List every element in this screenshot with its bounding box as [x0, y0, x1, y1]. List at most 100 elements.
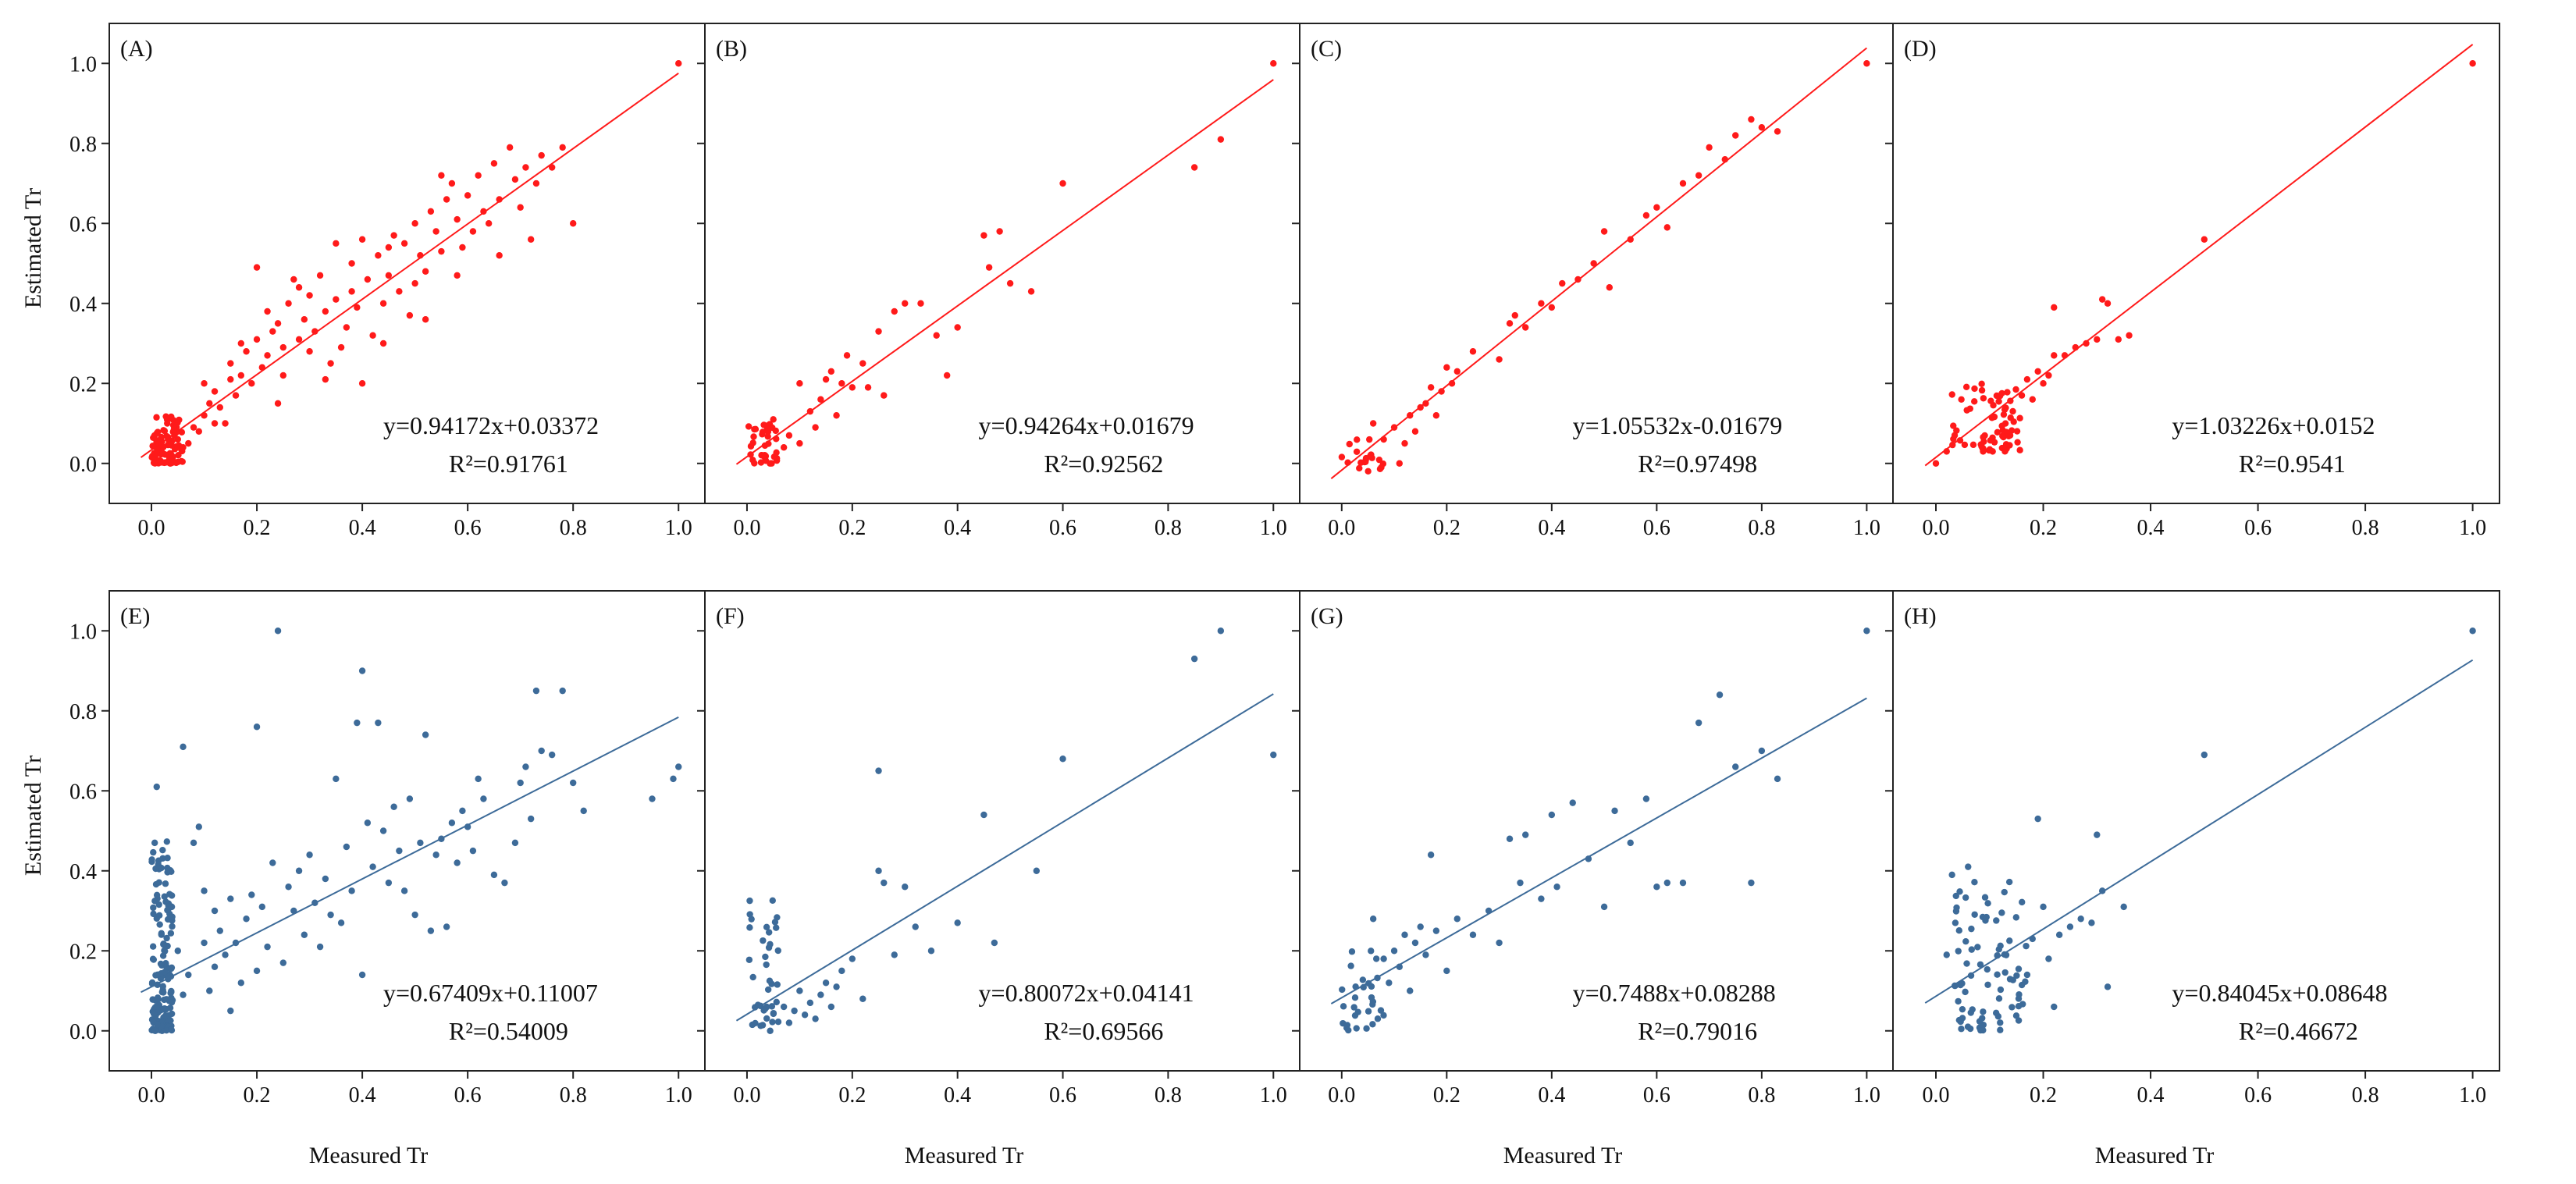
data-point	[1485, 907, 1493, 915]
data-point	[150, 1010, 158, 1017]
data-point	[1642, 795, 1650, 802]
x-tick-label: 0.2	[1433, 516, 1461, 540]
x-tick-label: 1.0	[1853, 1083, 1880, 1108]
data-point	[1980, 445, 1987, 452]
data-point	[1338, 453, 1346, 460]
data-point	[443, 923, 450, 930]
x-tick-label: 0.4	[1538, 516, 1565, 540]
data-point	[770, 1009, 777, 1017]
data-point	[875, 328, 882, 335]
data-point	[1990, 402, 1997, 409]
data-point	[1993, 917, 2000, 924]
data-points	[1369, 60, 1870, 467]
data-point	[1059, 756, 1066, 763]
data-point	[749, 457, 756, 464]
data-point	[759, 431, 766, 438]
data-point	[2013, 428, 2021, 435]
data-point	[279, 343, 287, 351]
data-point	[358, 236, 366, 243]
data-point	[812, 1015, 819, 1022]
data-point	[2016, 446, 2023, 453]
data-point	[2115, 336, 2122, 343]
data-point	[774, 947, 781, 955]
data-point	[1732, 763, 1739, 770]
data-point	[881, 879, 888, 887]
data-point	[161, 969, 169, 976]
x-tick-label: 0.2	[244, 1083, 271, 1108]
data-point	[2072, 343, 2079, 351]
data-point	[1443, 967, 1450, 975]
data-point	[327, 360, 334, 367]
data-point	[422, 268, 429, 275]
data-point	[454, 272, 461, 279]
data-point	[765, 929, 773, 936]
data-point	[770, 416, 777, 423]
data-point	[759, 1022, 767, 1029]
data-point	[443, 196, 450, 203]
point-cluster	[1338, 436, 1387, 475]
panel-g: 0.0 0.2 0.4 0.6 0.8 1.0 (G) y=0.7488x+0.08288 R²…	[1292, 590, 1894, 1108]
data-point	[2126, 332, 2133, 339]
data-point	[1369, 420, 1377, 427]
data-point	[306, 852, 313, 859]
data-point	[211, 388, 219, 395]
data-point	[785, 1019, 793, 1026]
x-tick-label: 0.6	[2244, 516, 2272, 540]
data-point	[385, 244, 393, 251]
data-point	[1368, 948, 1375, 955]
data-point	[881, 392, 888, 399]
data-point	[201, 412, 208, 419]
data-point	[750, 433, 757, 440]
data-point	[2015, 995, 2023, 1002]
data-point	[791, 1007, 798, 1015]
data-point	[891, 308, 898, 315]
data-point	[364, 276, 372, 283]
data-point	[1600, 228, 1608, 235]
panel-label: (D)	[1904, 36, 1937, 62]
panel-e: 0.0 0.2 0.4 0.6 0.8 1.0 0.0 0.2 0.4 0.6 0.8 1.0 (E) y…	[69, 590, 706, 1108]
data-point	[1368, 994, 1375, 1001]
data-point	[1411, 939, 1419, 947]
data-point	[156, 912, 163, 919]
data-point	[322, 308, 329, 315]
data-point	[354, 719, 361, 727]
data-point	[1396, 460, 1403, 467]
data-point	[767, 1027, 774, 1034]
data-point	[766, 977, 774, 984]
data-point	[1352, 983, 1359, 990]
data-point	[1863, 628, 1870, 635]
data-point	[1522, 324, 1529, 331]
data-point	[2077, 916, 2084, 923]
data-point	[153, 891, 161, 899]
data-point	[1380, 955, 1387, 962]
data-point	[148, 453, 156, 460]
data-point	[354, 304, 361, 311]
data-point	[165, 976, 172, 983]
regression-line	[1924, 44, 2474, 467]
regression-equation: y=1.05532x-0.01679	[1573, 411, 1783, 439]
data-point	[375, 252, 382, 259]
data-point	[396, 847, 403, 855]
data-point	[2001, 951, 2008, 958]
data-point	[322, 375, 329, 383]
data-point	[149, 943, 157, 950]
data-point	[1653, 884, 1660, 891]
regression-equation: y=0.84045x+0.08648	[2172, 979, 2387, 1007]
x-tick-label: 0.0	[733, 516, 760, 540]
data-point	[211, 963, 219, 970]
data-point	[1339, 986, 1346, 994]
data-point	[1469, 931, 1477, 938]
data-point	[180, 444, 187, 451]
data-point	[1955, 948, 1962, 955]
data-point	[348, 260, 355, 267]
x-tick-label: 0.0	[1328, 516, 1355, 540]
data-point	[559, 144, 566, 151]
data-point	[763, 923, 770, 931]
data-point	[2088, 919, 2095, 926]
panel-label: (G)	[1311, 603, 1343, 629]
r-squared: R²=0.91761	[449, 450, 568, 478]
x-tick-label: 0.4	[349, 516, 376, 540]
data-point	[369, 863, 376, 870]
data-point	[174, 948, 181, 955]
data-point	[1469, 348, 1477, 355]
